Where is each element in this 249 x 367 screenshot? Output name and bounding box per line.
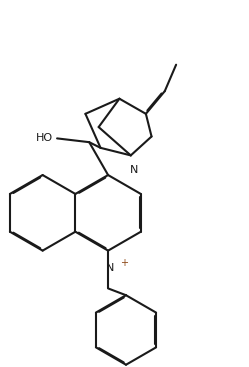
Text: HO: HO <box>36 133 53 143</box>
Text: N: N <box>106 262 114 273</box>
Text: N: N <box>129 166 138 175</box>
Text: +: + <box>120 258 128 268</box>
